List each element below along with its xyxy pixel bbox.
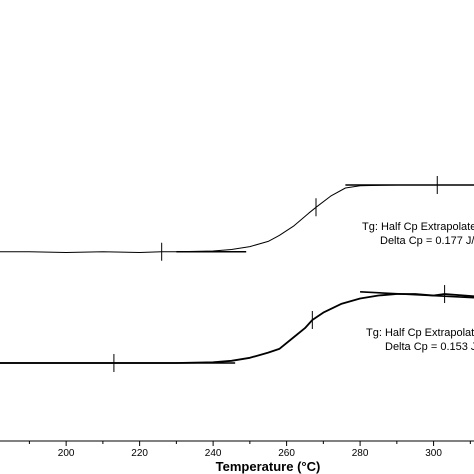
x-tick-label-200: 200 (58, 448, 75, 459)
annotation-2: Tg: Half Cp Extrapolate Delta Cp = 0.153… (366, 327, 474, 353)
annotation-2-line-2: Delta Cp = 0.153 J (385, 341, 474, 353)
x-axis-ticks: 200 220 240 260 280 300 (28, 441, 471, 459)
x-tick-label-240: 240 (205, 448, 222, 459)
annotation-2-line-1: Tg: Half Cp Extrapolate (366, 327, 474, 339)
x-tick-label-300: 300 (425, 448, 442, 459)
tg-markers (113, 176, 446, 372)
series-1-line (0, 184, 474, 253)
x-tick-label-260: 260 (278, 448, 295, 459)
series-2-line (0, 293, 474, 364)
dsc-curves (0, 184, 474, 364)
annotation-1-line-1: Tg: Half Cp Extrapolate (362, 221, 474, 233)
annotation-1-line-2: Delta Cp = 0.177 J/ (380, 235, 474, 247)
x-tick-label-220: 220 (131, 448, 148, 459)
x-axis-title: Temperature (°C) (216, 459, 321, 474)
annotation-1: Tg: Half Cp Extrapolate Delta Cp = 0.177… (362, 221, 474, 247)
x-tick-label-280: 280 (352, 448, 369, 459)
